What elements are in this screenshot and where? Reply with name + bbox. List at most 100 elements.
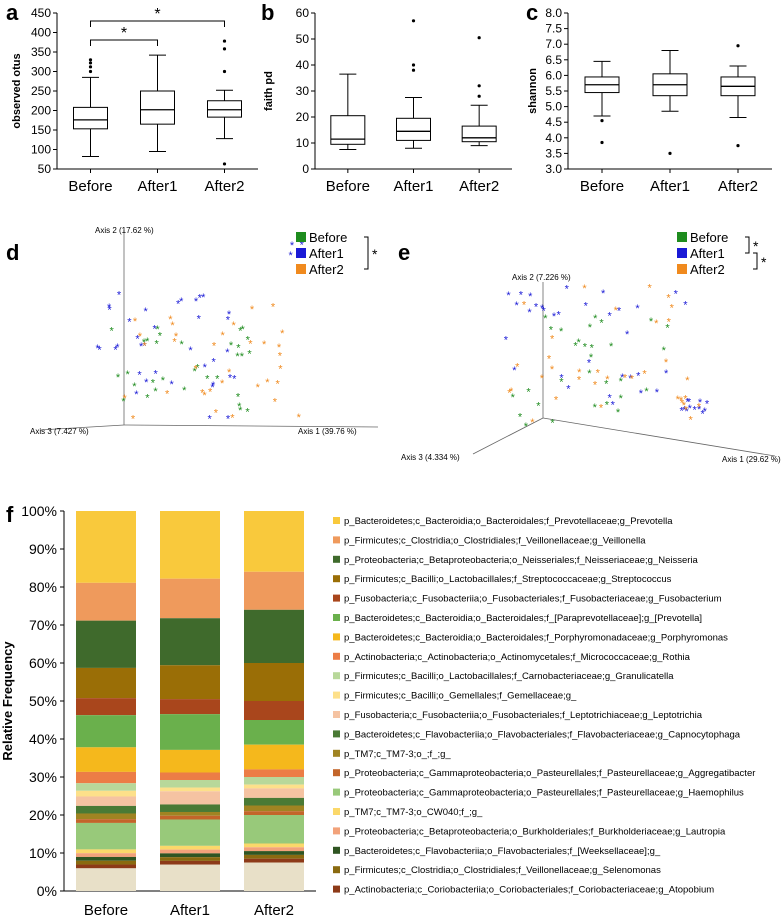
bar-segment bbox=[244, 663, 304, 701]
outlier-point bbox=[736, 44, 740, 48]
legend-label: p_TM7;c_TM7-3;o_;f_;g_ bbox=[344, 749, 451, 760]
significance-bracket bbox=[364, 236, 369, 270]
sample-point: * bbox=[126, 369, 131, 381]
y-axis-title: shannon bbox=[527, 68, 539, 114]
sample-point: * bbox=[153, 386, 158, 398]
bar-segment bbox=[244, 847, 304, 852]
outlier-point bbox=[477, 94, 481, 98]
sample-point: * bbox=[588, 322, 593, 334]
sample-point: * bbox=[604, 378, 609, 390]
sample-point: * bbox=[522, 299, 527, 311]
x-tick-label: After2 bbox=[718, 178, 758, 195]
sample-point: * bbox=[599, 318, 604, 330]
sample-point: * bbox=[680, 405, 685, 417]
sample-point: * bbox=[515, 362, 520, 374]
sample-point: * bbox=[577, 367, 582, 379]
legend-swatch bbox=[333, 652, 340, 660]
bar-segment bbox=[160, 811, 220, 816]
sample-point: * bbox=[703, 406, 708, 418]
legend-label: p_Actinobacteria;c_Coriobacteriia;o_Cori… bbox=[344, 885, 714, 896]
outlier-point bbox=[477, 84, 481, 88]
outlier-point bbox=[600, 119, 604, 123]
sample-point: * bbox=[506, 290, 511, 302]
bar-segment bbox=[76, 715, 136, 748]
sample-point: * bbox=[231, 320, 236, 332]
sample-point: * bbox=[226, 314, 231, 326]
sample-point: * bbox=[688, 415, 693, 427]
legend-swatch bbox=[333, 633, 340, 641]
sample-point: * bbox=[236, 392, 241, 404]
bar-segment bbox=[160, 845, 220, 850]
sample-point: * bbox=[649, 316, 654, 328]
sample-point: * bbox=[666, 293, 671, 305]
outlier-point bbox=[88, 65, 93, 69]
sample-point: * bbox=[169, 379, 174, 391]
bar-segment bbox=[76, 849, 136, 854]
legend-label: After1 bbox=[690, 246, 725, 261]
sample-point: * bbox=[227, 367, 232, 379]
panel-label-a: a bbox=[6, 0, 19, 25]
bar-segment bbox=[76, 511, 136, 583]
sample-point: * bbox=[635, 303, 640, 315]
sample-point: * bbox=[534, 301, 539, 313]
sample-point: * bbox=[246, 334, 251, 346]
sample-point: * bbox=[636, 370, 641, 382]
sample-point: * bbox=[684, 404, 689, 416]
bar-segment bbox=[244, 815, 304, 844]
sample-point: * bbox=[236, 342, 241, 354]
bar-segment bbox=[244, 862, 304, 891]
sample-point: * bbox=[642, 369, 647, 381]
sample-point: * bbox=[200, 387, 205, 399]
bar-segment bbox=[76, 582, 136, 621]
panel-label-e: e bbox=[398, 240, 410, 265]
bar-segment bbox=[244, 769, 304, 777]
bar-segment bbox=[76, 805, 136, 814]
legend-swatch bbox=[333, 866, 340, 874]
sample-point: * bbox=[593, 313, 598, 325]
legend-swatch bbox=[333, 749, 340, 757]
y-axis-title: Relative Frequency bbox=[0, 641, 15, 761]
sample-point: * bbox=[117, 289, 122, 301]
pcoa-panel-d: Axis 1 (39.76 %) Axis 2 (17.62 %) Axis 3 (… bbox=[30, 226, 379, 436]
sample-point: * bbox=[215, 374, 220, 386]
sample-point: * bbox=[297, 412, 302, 424]
y-tick-label: 60% bbox=[29, 655, 57, 671]
axis-1-line bbox=[123, 424, 379, 428]
legend-label: Before bbox=[690, 230, 728, 245]
sample-point: * bbox=[290, 240, 295, 252]
sample-point: * bbox=[107, 304, 112, 316]
legend-label: After2 bbox=[309, 262, 344, 277]
outlier-point bbox=[222, 162, 227, 166]
bar-segment bbox=[76, 853, 136, 857]
sample-point: * bbox=[655, 387, 660, 399]
boxplot-panel-b: 0 10 20 30 40 50 60 faith pd Before After1 After2 bbox=[263, 6, 512, 195]
sample-point: * bbox=[238, 405, 243, 417]
sample-point: * bbox=[667, 316, 672, 328]
sample-point: * bbox=[154, 369, 159, 381]
sample-point: * bbox=[194, 363, 199, 375]
sample-point: * bbox=[208, 386, 213, 398]
x-tick-label: After2 bbox=[254, 902, 294, 917]
sample-point: * bbox=[262, 339, 267, 351]
sample-point: * bbox=[524, 421, 529, 433]
sample-point: * bbox=[664, 357, 669, 369]
legend-swatch bbox=[333, 517, 340, 524]
sample-point: * bbox=[151, 378, 156, 390]
significance-bracket bbox=[745, 236, 750, 254]
legend-label: p_Bacteroidetes;c_Bacteroidia;o_Bacteroi… bbox=[344, 613, 702, 624]
bar-segment bbox=[244, 744, 304, 770]
sample-point: * bbox=[277, 342, 282, 354]
sample-point: * bbox=[623, 372, 628, 384]
legend-label: After1 bbox=[309, 246, 344, 261]
sample-point: * bbox=[616, 407, 621, 419]
sample-point: * bbox=[617, 306, 622, 318]
sample-point: * bbox=[240, 351, 245, 363]
sample-point: * bbox=[174, 331, 179, 343]
sample-point: * bbox=[590, 343, 595, 355]
y-tick-label: 350 bbox=[31, 45, 51, 59]
sample-point: * bbox=[682, 404, 687, 416]
sample-point: * bbox=[547, 353, 552, 365]
sample-point: * bbox=[582, 283, 587, 295]
sample-point: * bbox=[225, 347, 230, 359]
